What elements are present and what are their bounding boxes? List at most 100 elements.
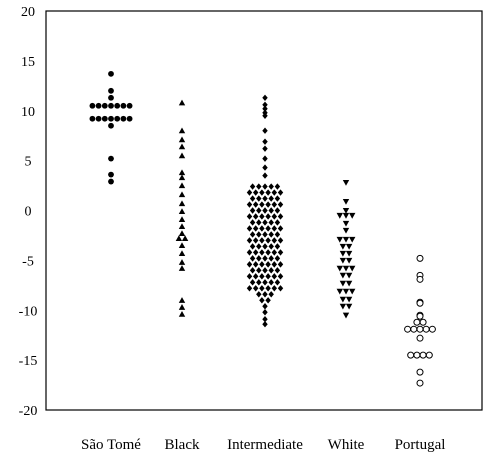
data-point (256, 267, 262, 274)
data-point (259, 297, 265, 304)
y-tick-label: 5 (25, 155, 32, 170)
data-point (114, 102, 121, 109)
data-point (246, 189, 253, 196)
data-point (256, 255, 262, 262)
data-point (274, 243, 281, 250)
data-point (95, 115, 102, 122)
data-point (249, 279, 256, 286)
data-point (259, 201, 265, 208)
data-point (178, 223, 186, 230)
data-point (252, 237, 259, 244)
data-point (252, 261, 259, 268)
data-point (342, 180, 350, 186)
data-point (265, 273, 271, 280)
y-tick-label: -5 (22, 254, 34, 269)
data-point (120, 115, 127, 122)
data-point (349, 236, 356, 243)
category-label: Intermediate (227, 437, 303, 453)
data-point (268, 279, 274, 286)
data-point (271, 201, 278, 208)
data-point (259, 213, 265, 220)
data-point (262, 255, 268, 262)
category-label: Black (165, 437, 200, 453)
data-point (265, 213, 271, 220)
category-label: São Tomé (81, 437, 141, 453)
data-point (178, 152, 186, 159)
data-point (274, 219, 281, 226)
data-point (95, 102, 102, 109)
data-point (265, 297, 271, 304)
data-point (108, 171, 114, 178)
data-point (277, 201, 284, 208)
data-point (262, 94, 268, 101)
data-point (256, 219, 262, 226)
data-point (271, 189, 278, 196)
data-point (178, 169, 186, 176)
data-point (271, 237, 278, 244)
data-point (108, 87, 114, 94)
data-point (259, 261, 265, 268)
y-tick-label: 10 (21, 105, 35, 120)
data-point (342, 227, 350, 234)
data-point (274, 231, 281, 238)
data-point (246, 237, 253, 244)
data-point (345, 272, 353, 279)
data-point (416, 325, 424, 333)
data-point (262, 231, 268, 238)
data-point (262, 243, 268, 250)
data-point (262, 207, 268, 214)
data-point (178, 242, 186, 248)
data-point (175, 235, 183, 241)
data-point (271, 285, 278, 292)
data-point (345, 243, 353, 250)
data-point (262, 303, 268, 310)
data-point (277, 273, 284, 280)
data-point (108, 178, 114, 185)
data-point (425, 351, 433, 359)
data-point (336, 212, 343, 219)
data-point (339, 280, 347, 287)
data-point (262, 112, 268, 119)
data-point (252, 189, 259, 196)
data-point (268, 219, 274, 226)
data-point (336, 265, 343, 272)
data-point (108, 102, 114, 109)
data-point (277, 261, 284, 268)
data-point (101, 102, 108, 109)
data-point (277, 213, 284, 220)
data-point (252, 201, 259, 208)
data-point (416, 275, 424, 283)
data-point (252, 285, 259, 292)
data-point (265, 285, 271, 292)
data-point (268, 231, 274, 238)
data-point (262, 321, 268, 328)
data-point (178, 99, 186, 106)
data-point (268, 207, 274, 214)
data-point (262, 164, 268, 171)
data-point (178, 182, 186, 189)
data-point (419, 318, 427, 326)
data-point (339, 303, 347, 310)
data-point (262, 172, 268, 179)
data-point (249, 219, 256, 226)
data-point (277, 285, 284, 292)
data-point (256, 207, 262, 214)
data-point (259, 225, 265, 232)
data-point (422, 325, 430, 333)
data-point (349, 288, 356, 295)
data-point (271, 273, 278, 280)
data-point (178, 143, 186, 150)
data-point (416, 334, 424, 342)
data-point (178, 297, 186, 303)
data-point (259, 189, 265, 196)
data-point (178, 208, 186, 215)
data-point (178, 230, 186, 237)
data-point (249, 183, 256, 190)
data-point (178, 304, 186, 310)
data-point (342, 265, 350, 272)
data-point (246, 261, 253, 268)
data-point (277, 225, 284, 232)
data-point (416, 299, 424, 307)
data-point (416, 254, 424, 262)
data-point (178, 311, 186, 317)
